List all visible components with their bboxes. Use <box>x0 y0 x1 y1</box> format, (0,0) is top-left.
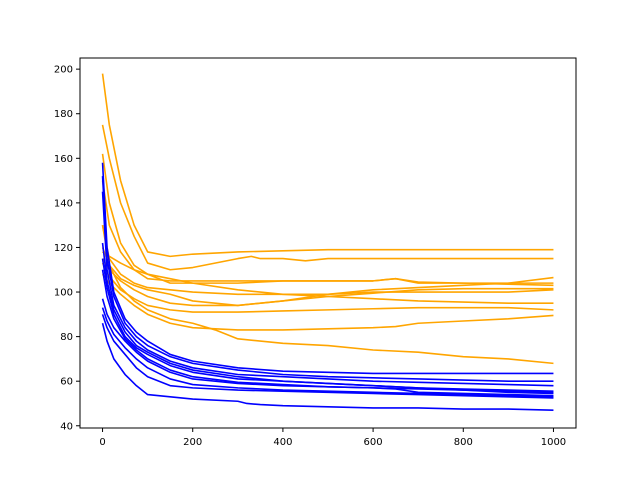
y-tick-label: 160 <box>54 154 73 165</box>
x-tick-label: 200 <box>183 437 202 448</box>
y-tick-label: 40 <box>60 421 73 432</box>
series-line-blue-20 <box>101 314 554 399</box>
x-tick-label: 600 <box>364 437 383 448</box>
series-line-orange-2 <box>101 124 554 271</box>
y-tick-label: 80 <box>60 332 73 343</box>
series-line-blue-14 <box>101 191 554 387</box>
series-line-orange-10 <box>101 273 554 331</box>
series-line-blue-21 <box>101 323 554 411</box>
series-line-orange-4 <box>101 180 554 284</box>
x-tick-label: 800 <box>454 437 473 448</box>
x-tick-label: 400 <box>273 437 292 448</box>
series-line-orange-1 <box>101 73 554 258</box>
series-line-blue-19 <box>101 307 554 398</box>
series-line-blue-17 <box>101 269 554 397</box>
y-tick-label: 140 <box>54 198 73 209</box>
axes-layer: 0 200 400 600 800 1000 40 60 80 100 120 140 160 180 20… <box>54 57 577 448</box>
y-tick-label: 120 <box>54 243 73 254</box>
x-tick-label: 1000 <box>541 437 566 448</box>
series-line-blue-13 <box>101 176 554 382</box>
series-line-blue-18 <box>101 298 554 394</box>
plot-frame <box>79 57 577 429</box>
series-layer <box>101 73 554 411</box>
y-tick-label: 60 <box>60 377 73 388</box>
series-line-blue-12 <box>101 162 554 375</box>
series-line-orange-8 <box>101 258 554 307</box>
x-tick-label: 0 <box>99 437 105 448</box>
series-line-orange-11 <box>101 225 554 365</box>
series-line-orange-6 <box>102 251 554 304</box>
y-tick-label: 100 <box>54 288 73 299</box>
y-tick-label: 200 <box>54 65 73 76</box>
series-line-blue-15 <box>101 242 554 393</box>
y-tick-label: 180 <box>54 109 73 120</box>
series-line-orange-5 <box>101 225 554 296</box>
series-line-orange-3 <box>101 153 554 287</box>
